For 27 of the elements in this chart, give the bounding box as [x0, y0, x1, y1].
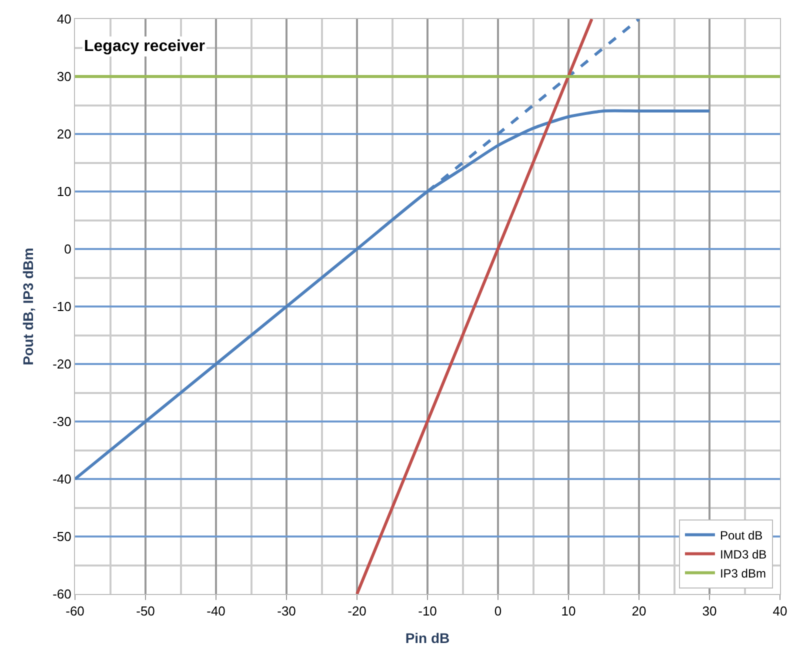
y-tick-label: 30: [56, 69, 72, 84]
x-tick-label: 0: [494, 604, 502, 619]
y-tick-label: 40: [56, 12, 72, 27]
x-tick-label: -10: [418, 604, 437, 619]
x-tick-label: -30: [277, 604, 296, 619]
y-tick-label: -40: [52, 472, 72, 487]
x-tick-label: 30: [702, 604, 717, 619]
y-tick-label: -10: [52, 299, 72, 314]
y-tick-label: 20: [56, 126, 72, 142]
y-tick-label: 10: [56, 184, 72, 200]
y-axis-title: Pout dB, IP3 dBm: [20, 248, 36, 366]
legend-label: IP3 dBm: [720, 566, 766, 580]
x-tick-label: 40: [772, 604, 788, 619]
legend-label: Pout dB: [720, 528, 763, 542]
legend-label: IMD3 dB: [720, 547, 767, 562]
annotation: Legacy receiver: [84, 38, 205, 55]
x-tick-label: 10: [561, 604, 576, 619]
y-tick-label: -50: [52, 529, 72, 544]
x-axis-title: Pin dB: [405, 630, 450, 646]
y-tick-label: -20: [52, 356, 72, 372]
y-tick-label: -60: [52, 586, 72, 602]
y-tick-label: -30: [52, 414, 72, 430]
x-tick-label: 20: [632, 604, 646, 619]
x-tick-label: -50: [136, 604, 155, 619]
x-tick-label: -20: [348, 604, 366, 619]
x-tick-label: -40: [206, 604, 226, 619]
y-tick-label: 0: [64, 242, 72, 257]
